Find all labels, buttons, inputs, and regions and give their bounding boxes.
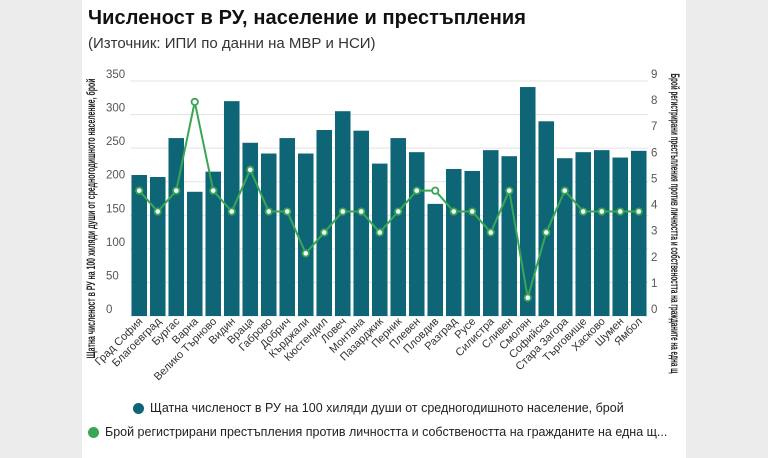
line-point — [616, 207, 625, 216]
bar — [260, 153, 277, 316]
bar — [297, 153, 314, 316]
line-point — [172, 186, 181, 195]
bar — [131, 175, 148, 316]
bar — [538, 121, 555, 317]
bar — [168, 138, 185, 316]
bar — [575, 152, 592, 316]
bars — [131, 87, 647, 317]
legend-label-bars: Щатна численост в РУ на 100 хиляди души … — [150, 401, 624, 415]
line-series — [135, 97, 643, 302]
line-point — [468, 207, 477, 216]
right-tick-label: 6 — [651, 147, 657, 159]
legend-swatch-bars — [133, 402, 144, 414]
line-point — [375, 228, 384, 237]
right-tick-label: 1 — [651, 278, 657, 290]
line-point — [486, 228, 495, 237]
line-point — [209, 186, 218, 195]
line-point — [320, 228, 329, 237]
bar — [427, 203, 444, 316]
left-tick-label: 250 — [106, 136, 125, 148]
bar — [445, 168, 462, 316]
bar — [612, 157, 629, 316]
left-tick-label: 300 — [106, 103, 125, 115]
left-ticks: 0 50 100 150 200 250 300 350 — [106, 69, 125, 316]
bar — [186, 191, 203, 316]
right-tick-label: 4 — [651, 200, 658, 212]
line-point — [283, 207, 292, 216]
legend-item-bars[interactable]: Щатна численост в РУ на 100 хиляди души … — [133, 399, 624, 417]
series-line — [138, 101, 639, 298]
line-point — [246, 165, 255, 174]
chart-title: Численост в РУ, население и престъпления — [88, 7, 527, 29]
line-point — [338, 207, 347, 216]
line-point — [542, 228, 551, 237]
left-tick-label: 0 — [106, 304, 112, 316]
line-point — [227, 207, 236, 216]
bar — [371, 163, 388, 316]
line-point — [431, 186, 440, 195]
line-point — [153, 207, 162, 216]
line-point — [412, 186, 421, 195]
line-point — [634, 207, 643, 216]
left-tick-label: 350 — [106, 69, 125, 81]
legend-swatch-line — [88, 426, 99, 438]
right-tick-label: 7 — [651, 121, 657, 133]
right-ticks: 0 1 2 3 4 5 6 7 8 9 — [651, 69, 658, 316]
bar — [390, 138, 407, 316]
bar — [519, 87, 536, 317]
right-tick-label: 5 — [651, 173, 657, 185]
line-point — [523, 293, 532, 302]
line-point — [357, 207, 366, 216]
bar — [242, 142, 259, 316]
line-point — [264, 207, 273, 216]
legend-item-line[interactable]: Брой регистрирани престъпления против ли… — [88, 423, 667, 441]
right-tick-label: 9 — [651, 69, 657, 81]
bar — [464, 170, 481, 316]
right-tick-label: 3 — [651, 226, 657, 238]
line-point — [560, 186, 569, 195]
bar — [408, 152, 425, 316]
left-tick-label: 150 — [106, 203, 125, 215]
left-axis-label: Щатна численост в РУ на 100 хиляди души … — [86, 79, 98, 359]
bar — [316, 130, 333, 316]
line-point — [190, 97, 199, 106]
bar — [630, 150, 647, 316]
line-point — [449, 207, 458, 216]
bar — [353, 130, 370, 316]
right-axis-label: Брой регистрирани престъпления против ли… — [668, 74, 680, 374]
chart-subtitle: (Източник: ИПИ по данни на МВР и НСИ) — [88, 35, 376, 52]
line-point — [597, 207, 606, 216]
bar — [556, 158, 573, 316]
bar — [205, 171, 222, 316]
line-point — [301, 249, 310, 258]
line-point — [135, 186, 144, 195]
bar — [149, 177, 166, 316]
line-point — [394, 207, 403, 216]
right-tick-label: 8 — [651, 95, 657, 107]
left-tick-label: 200 — [106, 170, 125, 182]
right-tick-label: 2 — [651, 252, 657, 264]
left-tick-label: 100 — [106, 237, 125, 249]
left-tick-label: 50 — [106, 270, 119, 282]
bar — [593, 150, 610, 316]
right-tick-label: 0 — [651, 304, 657, 316]
legend-label-line: Брой регистрирани престъпления против ли… — [105, 425, 668, 439]
line-point — [579, 207, 588, 216]
bar — [279, 138, 296, 316]
line-point — [505, 186, 514, 195]
bar — [501, 156, 518, 316]
